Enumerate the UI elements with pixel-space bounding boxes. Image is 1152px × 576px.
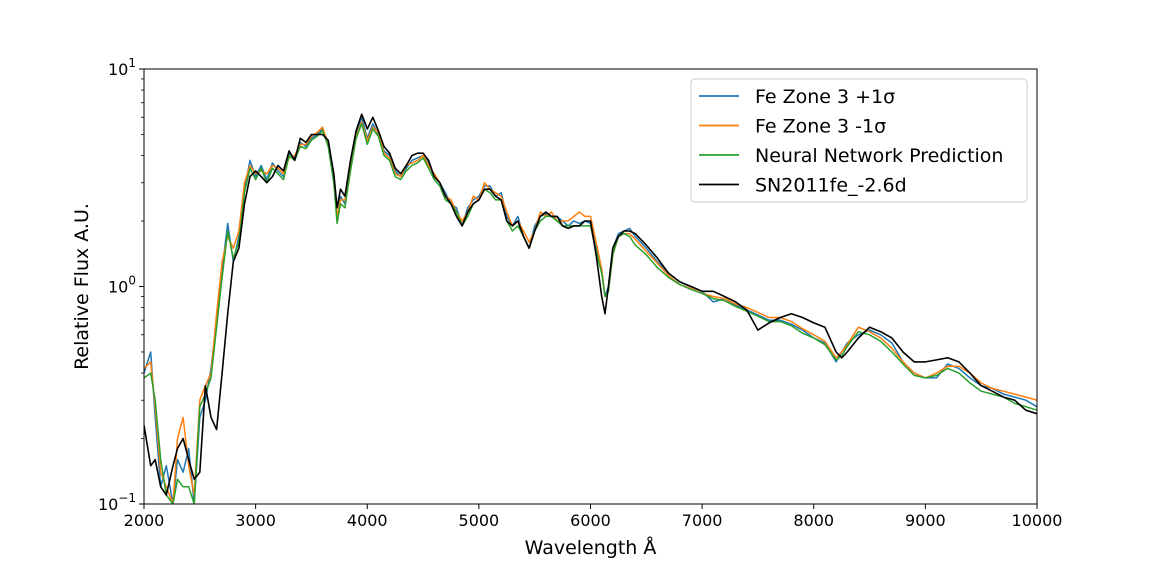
x-tick-label: 4000 — [347, 511, 388, 530]
x-tick-label: 9000 — [905, 511, 946, 530]
x-tick-label: 3000 — [235, 511, 276, 530]
legend-label: Fe Zone 3 +1σ — [755, 86, 895, 108]
x-tick-label: 7000 — [682, 511, 723, 530]
x-tick-label: 6000 — [570, 511, 611, 530]
x-tick-label: 10000 — [1012, 511, 1063, 530]
legend-box — [690, 78, 1028, 203]
legend-label: Neural Network Prediction — [755, 145, 1003, 167]
x-axis-label: Wavelength Å — [525, 536, 657, 559]
y-axis-label: Relative Flux A.U. — [71, 203, 93, 370]
legend-label: Fe Zone 3 -1σ — [755, 116, 886, 138]
x-tick-label: 5000 — [459, 511, 500, 530]
series-line-3 — [144, 123, 1037, 504]
legend: Fe Zone 3 +1σ Fe Zone 3 -1σ Neural Network… — [690, 78, 1028, 203]
x-tick-label: 8000 — [793, 511, 834, 530]
series-line-4 — [144, 113, 1037, 496]
legend-label: SN2011fe_-2.6d — [755, 175, 907, 197]
x-tick-label: 2000 — [124, 511, 165, 530]
